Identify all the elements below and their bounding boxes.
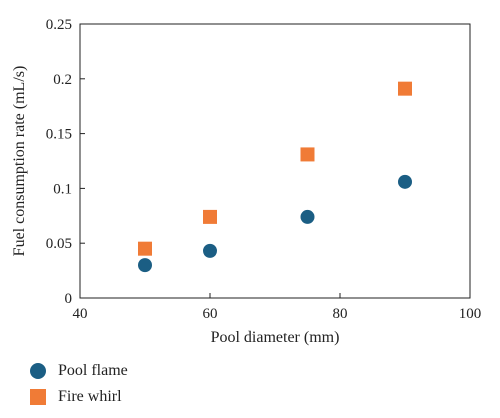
y-axis: 0 0.05 0.1 0.15 0.2 0.25	[46, 17, 85, 307]
x-tick-label: 80	[333, 306, 348, 322]
pool-flame-point	[138, 258, 152, 273]
data-points	[138, 81, 412, 273]
fire-whirl-point	[203, 209, 217, 224]
pool-flame-point	[203, 243, 217, 258]
circle-marker-icon	[30, 363, 46, 379]
y-tick-label: 0.05	[46, 236, 72, 252]
y-tick-label: 0.2	[53, 72, 72, 88]
x-tick-label: 100	[459, 306, 482, 322]
x-axis: 40 60 80 100	[73, 293, 482, 322]
x-tick-label: 40	[73, 306, 88, 322]
fire-whirl-point	[138, 241, 152, 256]
plot-area	[79, 23, 471, 299]
legend: Pool flame Fire whirl	[30, 358, 128, 410]
y-tick-label: 0.15	[46, 127, 72, 143]
x-axis-label: Pool diameter (mm)	[211, 329, 340, 346]
x-tick-label: 60	[203, 306, 218, 322]
plot-border	[79, 23, 471, 299]
fire-whirl-point	[300, 147, 315, 162]
y-axis-label: Fuel consumption rate (mL/s)	[11, 66, 28, 257]
fire-whirl-point	[398, 81, 412, 96]
pool-flame-point	[398, 174, 412, 189]
pool-flame-point	[300, 209, 315, 224]
square-marker-icon	[30, 389, 46, 405]
y-tick-label: 0	[65, 291, 73, 307]
legend-label: Fire whirl	[58, 388, 122, 405]
legend-item-pool-flame: Pool flame	[30, 358, 128, 384]
legend-item-fire-whirl: Fire whirl	[30, 384, 128, 410]
legend-label: Pool flame	[58, 362, 128, 379]
y-tick-label: 0.25	[46, 17, 72, 33]
y-tick-label: 0.1	[53, 181, 72, 197]
